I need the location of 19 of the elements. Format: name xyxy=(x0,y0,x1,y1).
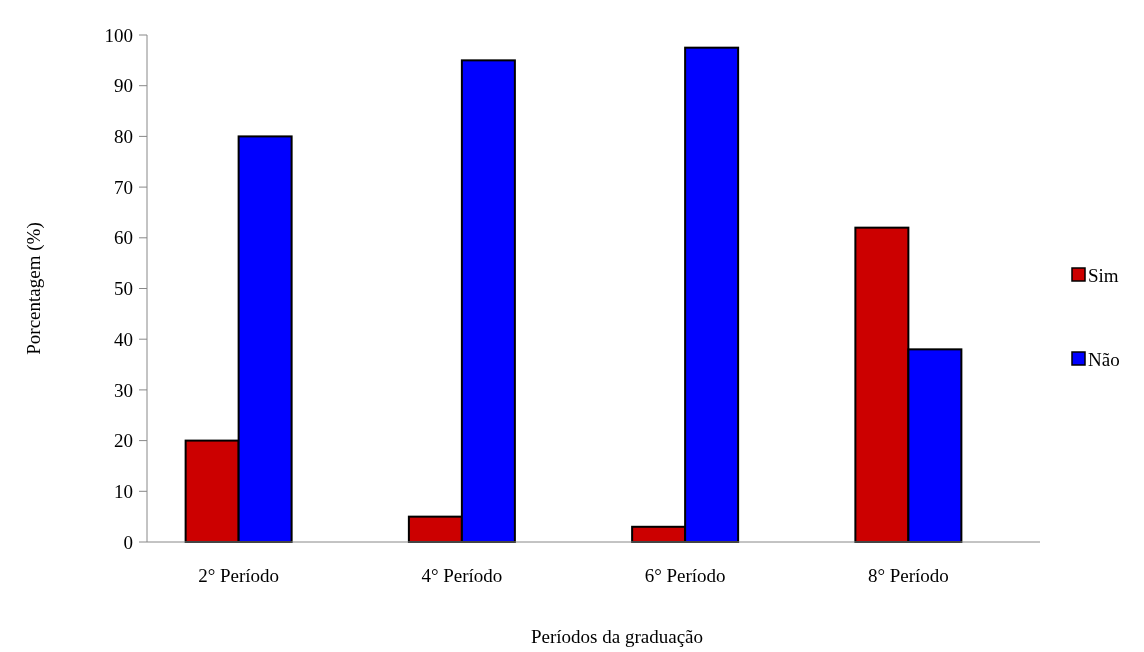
y-tick-label: 0 xyxy=(123,531,133,553)
y-tick-label: 20 xyxy=(114,430,133,452)
legend-label: Sim xyxy=(1088,264,1119,286)
y-tick-label: 50 xyxy=(114,278,133,300)
y-tick-label: 10 xyxy=(114,480,133,502)
y-tick-label: 40 xyxy=(114,328,133,350)
y-tick-label: 70 xyxy=(114,176,133,198)
legend-label: Não xyxy=(1088,348,1120,370)
y-tick-label: 80 xyxy=(114,126,133,148)
x-tick-label: 2° Período xyxy=(198,565,280,586)
y-tick-label: 90 xyxy=(114,75,133,97)
x-tick-label: 4° Período xyxy=(421,565,503,586)
x-tick-label: 6° Período xyxy=(644,565,726,586)
x-tick-label: 8° Período xyxy=(867,565,949,586)
y-tick-label: 60 xyxy=(114,227,133,249)
y-axis-title: Porcentagem (%) xyxy=(23,222,45,355)
x-axis-title: Períodos da graduação xyxy=(531,626,703,647)
y-tick-label: 30 xyxy=(114,379,133,401)
y-tick-label: 100 xyxy=(104,24,133,46)
